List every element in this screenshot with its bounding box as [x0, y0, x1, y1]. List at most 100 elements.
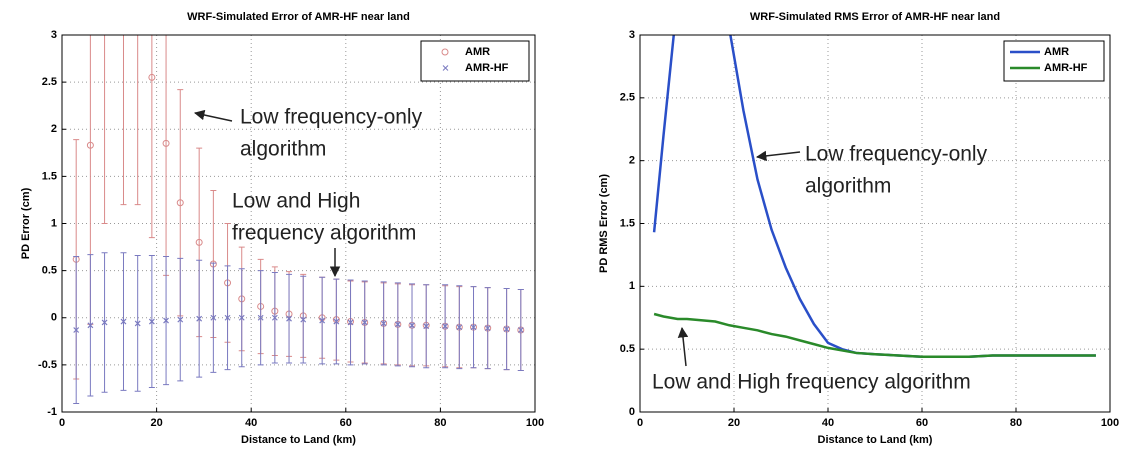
arrow — [755, 150, 801, 162]
point — [224, 314, 231, 321]
annotation: algorithm — [805, 175, 891, 198]
error-bar — [134, 35, 141, 206]
point — [135, 4, 141, 10]
x-tick-label: 60 — [916, 417, 928, 429]
point — [87, 322, 94, 329]
marker-group — [361, 319, 368, 326]
marker-group — [394, 321, 401, 328]
line — [653, 312, 1096, 358]
y-tick-label: 1 — [51, 217, 57, 229]
legend-box — [420, 40, 530, 82]
plot-frame — [61, 34, 536, 413]
error-bar — [120, 35, 127, 206]
legend-swatch — [441, 48, 449, 56]
chart-title: WRF-Simulated Error of AMR-HF near land — [187, 11, 410, 23]
point — [333, 318, 340, 325]
chart-title: WRF-Simulated RMS Error of AMR-HF near l… — [750, 11, 1000, 23]
legend-box — [1003, 40, 1105, 82]
marker-group — [102, 13, 108, 19]
arrows — [193, 109, 801, 367]
point — [503, 326, 510, 332]
point — [102, 13, 108, 19]
annotation: Low and High frequency algorithm — [652, 371, 971, 394]
x-tick-label: 60 — [340, 417, 352, 429]
marker-group — [176, 199, 184, 207]
y-tick-label: 0 — [629, 406, 635, 418]
y-tick-label: 2.5 — [620, 92, 635, 104]
marker-group — [196, 315, 203, 322]
point — [394, 321, 401, 328]
error-bar — [101, 35, 108, 224]
marker-group — [517, 327, 524, 333]
point — [86, 141, 94, 149]
x-tick-label: 100 — [526, 417, 544, 429]
marker-group — [195, 238, 203, 246]
point — [423, 323, 430, 330]
marker-group — [135, 4, 141, 10]
point — [120, 318, 127, 325]
point — [470, 324, 477, 331]
annotation: Low frequency-only — [240, 106, 423, 129]
point — [134, 320, 141, 327]
x-tick-label: 80 — [1010, 417, 1022, 429]
point — [347, 319, 354, 326]
point — [456, 324, 463, 331]
y-tick-label: -0.5 — [38, 359, 57, 371]
marker-group — [73, 327, 80, 333]
marker-group — [86, 141, 94, 149]
x-tick-label: 80 — [434, 417, 446, 429]
marker-group — [134, 320, 141, 327]
plot-frame — [639, 34, 1111, 413]
legend-swatch — [442, 65, 449, 71]
marker-group — [423, 323, 430, 330]
marker-group — [224, 314, 231, 321]
point — [210, 314, 217, 321]
annotation: Low and High — [232, 190, 360, 213]
y-tick-label: 1.5 — [42, 170, 57, 182]
y-tick-label: 3 — [629, 29, 635, 41]
error-bar — [148, 35, 155, 239]
marker-group — [257, 314, 264, 321]
y-tick-label: 0.5 — [42, 265, 57, 277]
legend-label: AMR — [465, 46, 490, 58]
marker-group — [271, 314, 278, 321]
y-tick-label: 2 — [629, 155, 635, 167]
marker-group — [177, 316, 184, 323]
arrow — [193, 109, 233, 122]
point — [380, 320, 387, 327]
plot-area — [640, 35, 1110, 412]
y-axis-label: PD Error (cm) — [20, 187, 32, 259]
marker-group — [333, 318, 340, 325]
annotation: algorithm — [240, 138, 326, 161]
point — [195, 238, 203, 246]
marker-group — [470, 324, 477, 331]
y-tick-label: 1.5 — [620, 217, 635, 229]
marker-group — [442, 323, 449, 330]
point — [300, 316, 307, 323]
x-tick-label: 100 — [1101, 417, 1119, 429]
x-tick-label: 40 — [822, 417, 834, 429]
point — [286, 315, 292, 322]
legend-label: AMR-HF — [1044, 62, 1088, 74]
marker-group — [210, 314, 217, 321]
marker-group — [319, 317, 326, 324]
marker-group — [120, 318, 127, 325]
point — [148, 318, 155, 325]
marker-group — [148, 73, 156, 81]
x-tick-label: 40 — [245, 417, 257, 429]
x-axis-label: Distance to Land (km) — [818, 434, 933, 446]
point — [176, 199, 184, 207]
point — [517, 327, 524, 333]
point — [73, 327, 80, 333]
point — [162, 139, 170, 147]
legend-label: AMR-HF — [465, 62, 509, 74]
y-tick-label: 1 — [629, 280, 635, 292]
y-tick-label: 0 — [51, 312, 57, 324]
x-tick-label: 0 — [637, 417, 643, 429]
point — [257, 314, 264, 321]
annotation: Low frequency-only — [805, 143, 988, 166]
marker-group — [101, 319, 108, 326]
marker-group — [347, 319, 354, 326]
plot-data — [72, 4, 525, 405]
